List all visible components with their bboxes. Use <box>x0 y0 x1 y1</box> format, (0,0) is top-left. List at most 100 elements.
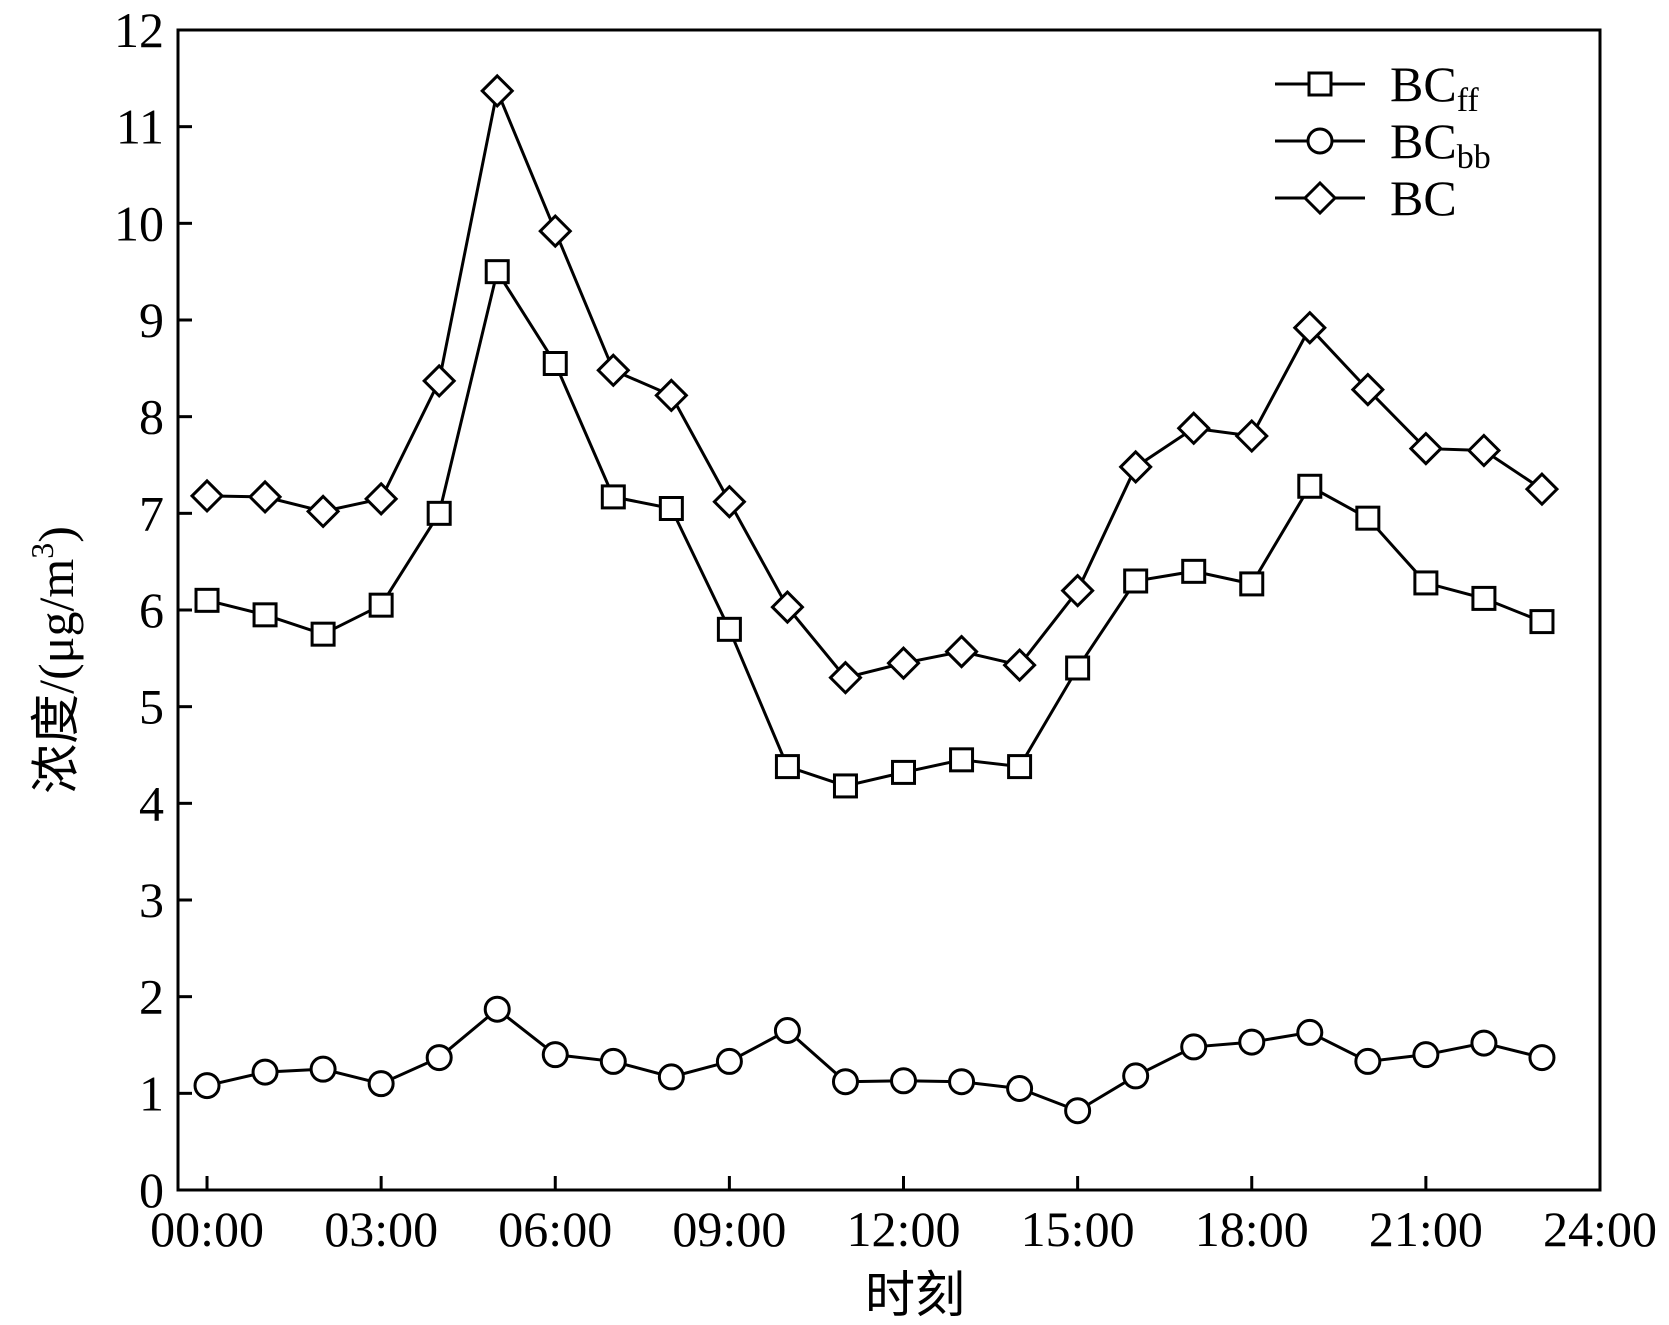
data-point <box>309 1055 337 1083</box>
x-tick-label: 15:00 <box>1021 1201 1135 1257</box>
data-point <box>1238 1028 1266 1056</box>
data-point <box>193 1072 221 1100</box>
data-point <box>422 363 457 399</box>
data-point <box>949 747 975 773</box>
data-point <box>1408 431 1443 466</box>
y-axis-title-close: ) <box>28 526 84 543</box>
data-point <box>1007 754 1033 780</box>
data-point <box>599 1047 627 1075</box>
data-point <box>542 351 568 376</box>
data-point <box>1412 1041 1440 1069</box>
legend-marker <box>1306 127 1334 155</box>
x-tick-label: 03:00 <box>324 1201 438 1257</box>
y-tick-label: 5 <box>139 679 164 735</box>
data-point <box>658 496 684 521</box>
data-point <box>1239 571 1265 597</box>
x-axis: 00:00 03:00 06:00 09:00 12:00 15:00 18:00 21:00… <box>150 1176 1657 1257</box>
y-axis-title-sup: 3 <box>24 543 60 559</box>
data-point <box>1060 573 1095 608</box>
data-point <box>774 754 800 780</box>
data-point <box>1297 473 1323 499</box>
data-point <box>944 634 979 669</box>
data-point <box>368 592 394 618</box>
data-point <box>252 602 278 628</box>
y-axis-title: 浓度/(μg/m3) <box>24 526 84 794</box>
data-point <box>1065 655 1091 681</box>
data-point <box>1528 1044 1556 1072</box>
y-tick-label: 8 <box>139 389 164 445</box>
data-point <box>886 646 921 681</box>
data-point <box>1350 372 1385 407</box>
data-point <box>1180 1033 1208 1061</box>
data-point <box>1122 1062 1150 1090</box>
data-point <box>716 616 742 642</box>
legend-item: BCbb <box>1275 113 1491 176</box>
data-point <box>770 589 805 625</box>
data-point <box>480 73 515 109</box>
x-tick-label: 06:00 <box>498 1201 612 1257</box>
data-point <box>773 1017 801 1044</box>
data-point <box>1296 1018 1324 1046</box>
data-point <box>1470 1029 1498 1057</box>
legend-item: BC <box>1275 170 1457 226</box>
data-point <box>425 1044 453 1072</box>
series-line <box>206 267 1543 788</box>
x-tick-label: 21:00 <box>1369 1201 1483 1257</box>
data-point <box>828 660 863 695</box>
data-point <box>483 995 511 1023</box>
series-BCbb <box>193 995 1556 1125</box>
y-tick-label: 12 <box>114 2 164 58</box>
legend-marker <box>1302 180 1338 216</box>
x-tick-label: 09:00 <box>672 1201 786 1257</box>
series-line <box>206 1007 1543 1113</box>
data-point <box>251 1058 279 1086</box>
data-point <box>654 378 689 413</box>
data-point <box>1524 472 1560 507</box>
data-point <box>1471 585 1497 611</box>
legend-label-sub: bb <box>1457 139 1491 176</box>
data-point <box>1006 1075 1034 1102</box>
data-point <box>832 773 858 799</box>
legend-label: BCbb <box>1390 113 1491 176</box>
data-point <box>194 587 220 613</box>
data-point <box>890 1067 918 1095</box>
y-tick-label: 1 <box>139 1065 164 1121</box>
data-point <box>1529 609 1555 635</box>
legend-label-main: BC <box>1390 170 1457 226</box>
x-tick-label: 24:00 <box>1543 1201 1657 1257</box>
x-tick-label: 18:00 <box>1195 1201 1309 1257</box>
data-point <box>1181 558 1207 584</box>
data-point <box>831 1068 859 1096</box>
legend-marker <box>1307 71 1333 97</box>
y-axis-title-main: 浓度/(μg/m <box>28 559 84 794</box>
data-point <box>1354 1047 1382 1075</box>
data-point <box>538 213 573 249</box>
series-line <box>206 85 1543 680</box>
y-tick-label: 7 <box>139 485 164 541</box>
x-axis-title: 时刻 <box>865 1267 965 1323</box>
y-tick-label: 0 <box>139 1162 164 1218</box>
data-point <box>1292 310 1327 345</box>
data-point <box>367 1070 395 1098</box>
series-BCff <box>194 259 1555 799</box>
data-point <box>1355 505 1381 531</box>
data-point <box>948 1068 976 1096</box>
legend-label-sub: ff <box>1457 82 1480 119</box>
data-point <box>541 1041 569 1069</box>
data-point <box>1064 1097 1092 1125</box>
y-tick-label: 11 <box>116 99 164 155</box>
x-tick-label: 12:00 <box>847 1201 961 1257</box>
y-tick-label: 2 <box>139 969 164 1025</box>
data-point <box>1176 411 1211 446</box>
data-point <box>891 759 917 785</box>
data-point <box>310 621 336 647</box>
data-point <box>1123 568 1149 594</box>
legend-label-main: BC <box>1390 113 1457 169</box>
data-point <box>364 481 399 516</box>
data-point <box>484 259 510 285</box>
y-tick-label: 10 <box>114 195 164 251</box>
data-point <box>1234 418 1269 454</box>
